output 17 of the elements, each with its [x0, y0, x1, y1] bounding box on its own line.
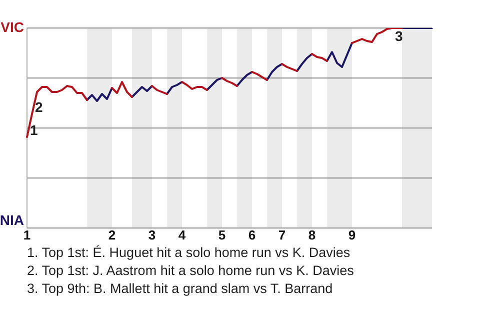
- x-tick-label: 5: [218, 227, 226, 242]
- text: VIC: [0, 18, 24, 35]
- annotation: 1: [30, 122, 38, 138]
- x-tick-label: 3: [148, 227, 156, 242]
- x-tick-label: 1: [23, 227, 31, 242]
- x-tick-label: 7: [278, 227, 286, 242]
- annotation: 2: [35, 98, 43, 115]
- x-tick-label: 6: [248, 227, 256, 242]
- x-tick-label: 4: [178, 227, 186, 242]
- annotation: 3: [395, 28, 403, 44]
- x-tick-label: 8: [308, 227, 316, 242]
- x-tick-label: 9: [348, 227, 356, 242]
- text: 2. Top 1st: J. Aastrom hit a solo home run vs K. Davies: [27, 262, 355, 280]
- text: NIA: [0, 212, 24, 228]
- text: 3. Top 9th: B. Mallett hit a grand slam vs T. Barrand: [27, 280, 334, 298]
- x-tick-label: 2: [108, 227, 116, 242]
- text: 1. Top 1st: É. Huguet hit a solo home run vs K. Davies: [27, 244, 352, 262]
